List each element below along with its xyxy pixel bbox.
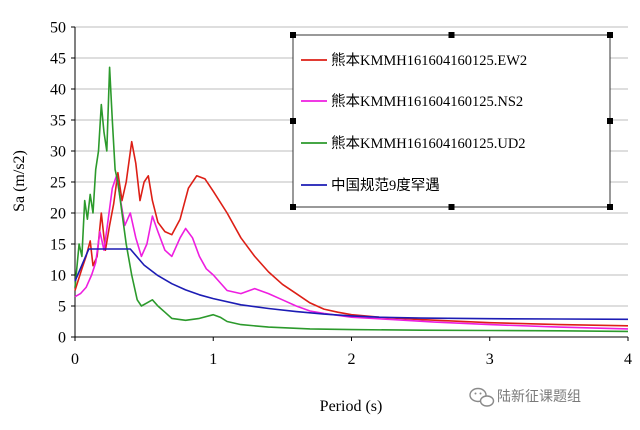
y-tick-label-2: 10 [50, 268, 66, 285]
watermark: 陆新征课题组 [469, 387, 581, 407]
x-tick-label-3: 3 [486, 351, 494, 368]
legend-resize-handle-6[interactable] [448, 204, 455, 210]
x-axis-title: Period (s) [320, 398, 383, 415]
series-line-3 [74, 248, 629, 321]
x-tick-label-0: 0 [71, 351, 79, 368]
series-lines [74, 66, 629, 333]
legend-resize-handle-1[interactable] [448, 32, 455, 38]
legend-resize-handle-7[interactable] [607, 204, 613, 210]
series-line-2 [74, 66, 629, 333]
legend-resize-handle-4[interactable] [607, 118, 613, 124]
legend-resize-handle-3[interactable] [290, 118, 296, 124]
x-tick-label-4: 4 [624, 351, 632, 368]
y-tick-label-3: 15 [50, 237, 66, 254]
y-tick-label-5: 25 [50, 175, 66, 192]
legend-selection-handles[interactable] [290, 32, 613, 210]
legend-box [292, 34, 611, 208]
legend-label-1: 熊本KMMH161604160125.NS2 [331, 93, 523, 110]
legend-label-0: 熊本KMMH161604160125.EW2 [331, 52, 527, 69]
legend-label-2: 熊本KMMH161604160125.UD2 [331, 135, 526, 152]
legend-resize-handle-0[interactable] [290, 32, 296, 38]
legend-resize-handle-2[interactable] [607, 32, 613, 38]
y-tick-label-1: 5 [58, 299, 66, 316]
y-tick-label-9: 45 [50, 51, 66, 68]
y-tick-label-7: 35 [50, 113, 66, 130]
tick-labels: 0 5 10 15 20 25 30 35 40 45 50 0 1 2 3 4 [50, 20, 632, 369]
legend[interactable]: 熊本KMMH161604160125.EW2 熊本KMMH161604160125… [290, 32, 613, 210]
x-tick-label-2: 2 [348, 351, 356, 368]
y-tick-label-4: 20 [50, 206, 66, 223]
y-tick-label-10: 50 [50, 20, 66, 37]
legend-resize-handle-5[interactable] [290, 204, 296, 210]
wechat-icon [469, 387, 495, 407]
watermark-text: 陆新征课题组 [497, 389, 581, 405]
y-tick-label-8: 40 [50, 82, 66, 99]
legend-label-3: 中国规范9度罕遇 [331, 177, 440, 194]
y-axis-title: Sa (m/s2) [11, 150, 28, 212]
y-tick-label-6: 30 [50, 144, 66, 161]
y-tick-label-0: 0 [58, 330, 66, 347]
legend-items: 熊本KMMH161604160125.EW2 熊本KMMH161604160125… [301, 52, 527, 194]
x-tick-label-1: 1 [209, 351, 217, 368]
series-line-1 [74, 175, 629, 330]
